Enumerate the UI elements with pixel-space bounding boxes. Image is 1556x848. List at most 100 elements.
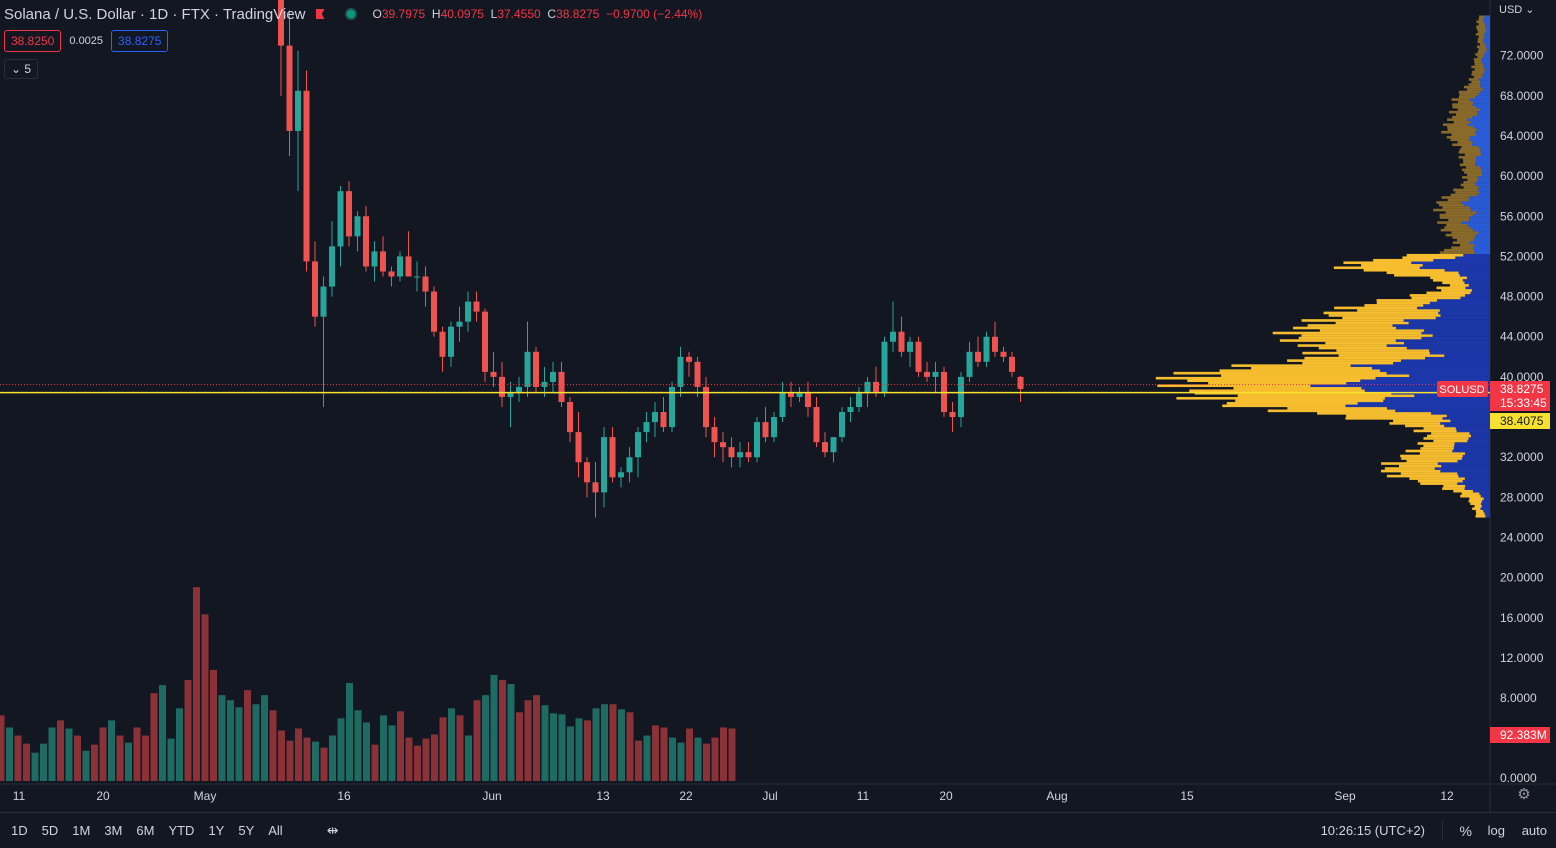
vp-bar-up (1389, 422, 1441, 425)
volume-bar (91, 744, 98, 781)
vp-bar-up (1457, 140, 1473, 144)
vp-bar-up (1386, 474, 1459, 478)
price-tick-label: 16.0000 (1500, 611, 1544, 625)
volume-bar (346, 683, 353, 781)
range-ytd[interactable]: YTD (168, 823, 195, 838)
vp-bar-down (1470, 120, 1490, 124)
vp-bar-down (1462, 479, 1490, 483)
vp-bar-up (1476, 20, 1484, 24)
vp-bar-down (1473, 238, 1490, 242)
volume-bar (499, 680, 506, 781)
vp-bar-up (1441, 289, 1473, 292)
vp-bar-down (1481, 504, 1490, 508)
vp-bar-up (1477, 40, 1484, 44)
log-toggle[interactable]: log (1487, 823, 1505, 838)
buy-button[interactable]: 38.8275 (111, 30, 169, 52)
vp-bar-down (1473, 100, 1490, 104)
vp-bar-up (1474, 63, 1484, 66)
volume-bar (176, 708, 183, 781)
volume-bar (533, 695, 540, 781)
market-status-icon[interactable] (344, 8, 357, 20)
vp-bar-down (1408, 321, 1490, 325)
price-tick-label: 60.0000 (1500, 169, 1544, 183)
candle-body (720, 442, 726, 448)
vp-bar-up (1447, 198, 1469, 202)
vp-bar-down (1350, 364, 1490, 367)
candle-body (448, 326, 454, 357)
candle-body (745, 452, 752, 458)
range-5d[interactable]: 5D (41, 823, 59, 838)
vp-bar-down (1472, 103, 1490, 106)
vp-bar-up (1457, 100, 1474, 104)
vp-bar-down (1478, 78, 1490, 81)
volume-bar (618, 709, 625, 781)
sell-button[interactable]: 38.8250 (4, 30, 62, 52)
vp-bar-down (1475, 158, 1490, 162)
vp-bar-down (1475, 95, 1490, 99)
range-1m[interactable]: 1M (72, 823, 91, 838)
vp-bar-down (1483, 55, 1490, 59)
price-tick-label: 12.0000 (1500, 651, 1544, 665)
volume-bar (125, 742, 132, 781)
percent-toggle[interactable]: % (1459, 822, 1472, 839)
volume-bar (218, 695, 226, 781)
vp-bar-down (1479, 186, 1490, 189)
price-tick-label: 72.0000 (1500, 49, 1544, 63)
range-5y[interactable]: 5Y (238, 823, 255, 838)
vp-bar-up (1462, 158, 1476, 162)
volume-bar (244, 690, 251, 781)
vp-bar-down (1424, 329, 1490, 332)
vp-bar-up (1447, 128, 1477, 132)
range-3m[interactable]: 3M (104, 823, 123, 838)
vp-bar-up (1307, 324, 1393, 327)
candle-body (660, 412, 667, 428)
range-1d[interactable]: 1D (11, 823, 28, 838)
vp-bar-down (1396, 326, 1490, 330)
vp-bar-down (1483, 17, 1490, 21)
volume-bar (405, 737, 413, 781)
vp-bar-down (1460, 296, 1490, 300)
vp-bar-down (1464, 477, 1490, 480)
vp-bar-down (1395, 339, 1490, 342)
vp-bar-up (1345, 417, 1443, 420)
vp-bar-up (1476, 45, 1486, 49)
vp-bar-up (1478, 30, 1487, 34)
vp-bar-down (1471, 143, 1490, 147)
vp-bar-up (1455, 191, 1480, 194)
range-6m[interactable]: 6M (136, 823, 155, 838)
flag-icon[interactable] (315, 9, 325, 19)
candle-body (915, 341, 922, 372)
volume-bar (133, 727, 141, 781)
vp-bar-down (1477, 188, 1490, 192)
candle-body (286, 45, 293, 131)
vp-bar-down (1484, 512, 1490, 516)
settings-gear-icon[interactable]: ⚙ (1517, 786, 1531, 803)
volume-label-bg (1490, 727, 1550, 743)
range-all[interactable]: All (268, 823, 283, 838)
volume-bar (210, 669, 217, 781)
indicators-toggle[interactable]: ⌄ 5 (4, 59, 39, 79)
range-1y[interactable]: 1Y (208, 823, 225, 838)
vp-bar-down (1483, 20, 1490, 24)
time-tick-label: 11 (13, 789, 26, 803)
clock-display[interactable]: 10:26:15 (UTC+2) (1320, 823, 1425, 838)
symbol-title[interactable]: Solana / U.S. Dollar · 1D · FTX · Tradin… (4, 5, 306, 23)
vp-bar-down (1472, 115, 1490, 119)
vp-bar-up (1449, 284, 1469, 287)
vp-bar-down (1470, 208, 1490, 212)
vp-bar-up (1475, 33, 1485, 36)
currency-selector[interactable]: USD ⌄ (1499, 4, 1535, 16)
vp-bar-up (1451, 98, 1470, 101)
volume-bar (601, 704, 608, 781)
vp-bar-up (1453, 489, 1473, 493)
auto-toggle[interactable]: auto (1521, 823, 1547, 838)
vp-bar-down (1478, 145, 1490, 149)
vp-bar-down (1475, 233, 1490, 237)
chart-canvas[interactable]: 72.0000 68.0000 64.0000 60.0000 56.0000 52.00… (0, 0, 1556, 812)
volume-bar (278, 730, 285, 781)
vp-bar-down (1480, 502, 1490, 505)
vp-bar-down (1429, 351, 1490, 355)
vp-bar-down (1476, 156, 1490, 159)
vp-bar-up (1420, 447, 1454, 450)
calendar-range-icon[interactable]: ⇹ (326, 822, 339, 838)
